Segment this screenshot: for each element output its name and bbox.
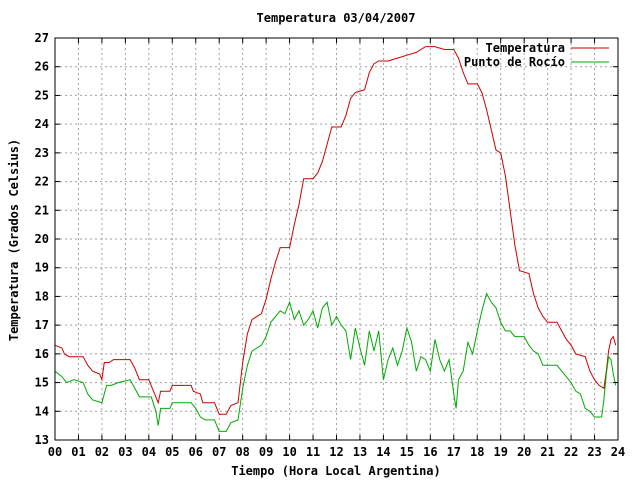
x-tick-label: 05 [165,445,179,459]
legend-label: Punto de Rocío [464,55,565,69]
grid-lines [55,38,618,440]
x-tick-label: 22 [564,445,578,459]
y-tick-label: 22 [35,175,49,189]
x-tick-label: 07 [212,445,226,459]
x-tick-label: 00 [48,445,62,459]
x-tick-label: 17 [447,445,461,459]
x-tick-label: 15 [400,445,414,459]
y-tick-label: 15 [35,376,49,390]
x-tick-label: 01 [71,445,85,459]
x-tick-label: 03 [118,445,132,459]
x-tick-label: 24 [611,445,625,459]
x-tick-label: 16 [423,445,437,459]
y-tick-label: 17 [35,318,49,332]
chart-title: Temperatura 03/04/2007 [257,11,416,25]
y-tick-label: 27 [35,31,49,45]
x-tick-label: 11 [306,445,320,459]
y-tick-label: 25 [35,88,49,102]
series-lines [54,46,617,432]
x-tick-label: 04 [142,445,156,459]
x-tick-label: 08 [235,445,249,459]
legend-label: Temperatura [486,41,565,55]
x-tick-label: 20 [517,445,531,459]
y-tick-label: 16 [35,347,49,361]
x-tick-label: 23 [587,445,601,459]
y-tick-label: 24 [35,117,49,131]
y-tick-label: 26 [35,60,49,74]
y-tick-label: 18 [35,289,49,303]
y-tick-label: 20 [35,232,49,246]
y-tick-label: 14 [35,404,49,418]
x-tick-label: 18 [470,445,484,459]
x-tick-label: 02 [95,445,109,459]
x-tick-label: 13 [353,445,367,459]
x-tick-label: 21 [540,445,554,459]
x-tick-label: 06 [189,445,203,459]
y-axis-tick-labels: 13 14 15 16 17 18 19 20 21 22 23 24 25 26 27 [35,31,49,447]
y-axis-label: Temperatura (Grados Celsius) [7,139,21,341]
x-axis-label: Tiempo (Hora Local Argentina) [231,464,441,478]
tick-marks [54,37,619,441]
y-tick-label: 21 [35,203,49,217]
x-tick-label: 14 [376,445,390,459]
x-tick-label: 19 [493,445,507,459]
x-tick-label: 09 [259,445,273,459]
y-tick-label: 19 [35,261,49,275]
x-tick-label: 12 [329,445,343,459]
y-tick-label: 13 [35,433,49,447]
x-axis-tick-labels: 00 01 02 03 04 05 06 07 08 09 10 11 12 13 14 15 16 17 18 19… [48,445,625,459]
y-tick-label: 23 [35,146,49,160]
series-line-punto-de-rocio [54,292,617,432]
x-tick-label: 10 [282,445,296,459]
series-line-temperatura [54,46,617,415]
